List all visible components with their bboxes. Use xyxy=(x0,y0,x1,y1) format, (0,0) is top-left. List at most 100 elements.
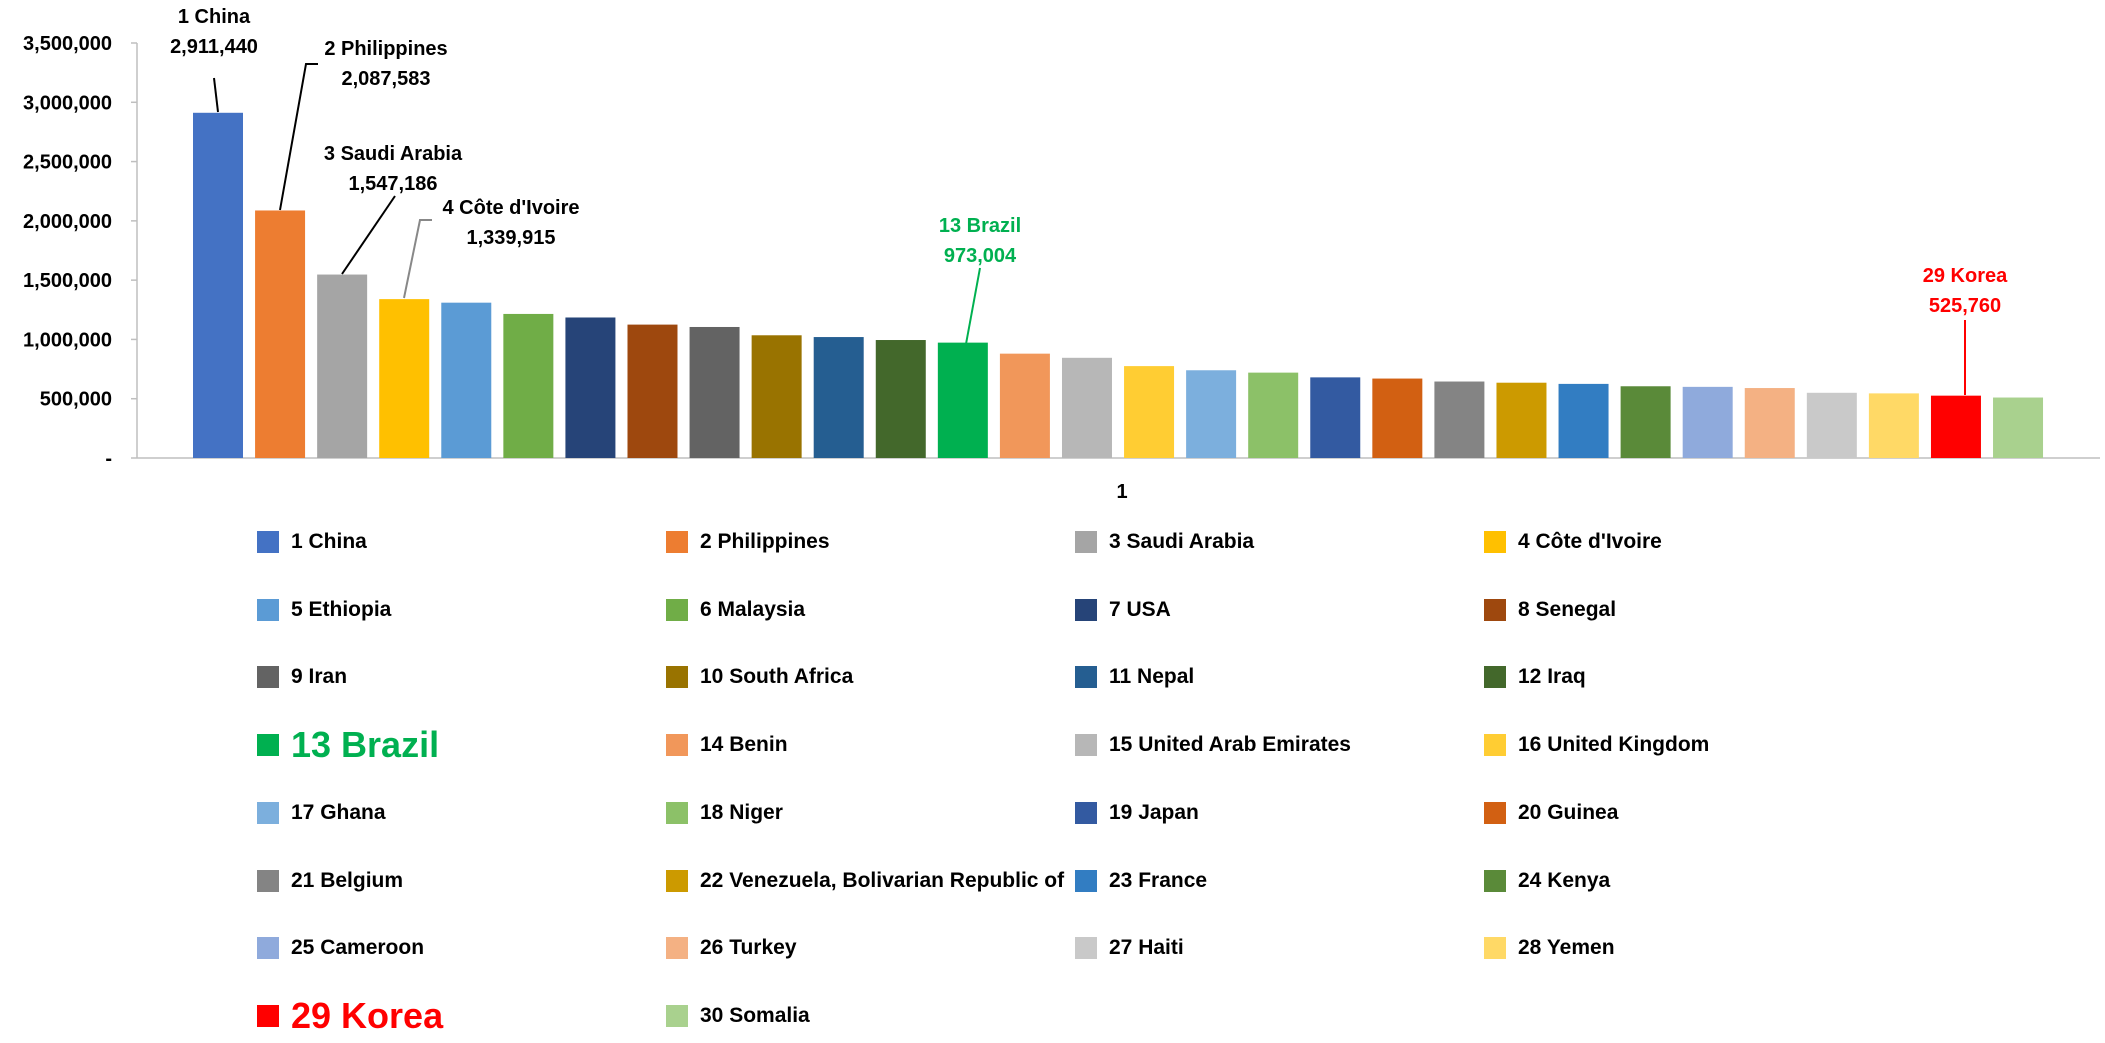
legend-swatch xyxy=(257,801,279,824)
bar xyxy=(1993,397,2044,458)
callout-name: 2 Philippines xyxy=(324,38,447,60)
legend-label: 27 Haiti xyxy=(1109,936,1184,960)
x-category-label: 1 xyxy=(1116,481,1127,503)
legend-item: 15 United Arab Emirates xyxy=(1075,733,1351,757)
y-tick-label: 2,500,000 xyxy=(23,152,112,174)
callout-name: 4 Côte d'Ivoire xyxy=(442,197,579,219)
legend-label: 25 Cameroon xyxy=(291,936,425,960)
legend-item: 28 Yemen xyxy=(1484,936,1615,960)
legend-swatch xyxy=(1484,598,1506,621)
y-tick-label: 2,000,000 xyxy=(23,211,112,233)
bar xyxy=(1310,377,1361,458)
legend-item: 10 South Africa xyxy=(666,665,853,689)
legend-swatch xyxy=(1075,937,1097,960)
legend-item: 7 USA xyxy=(1075,598,1171,622)
callout-value: 525,760 xyxy=(1929,295,2001,317)
legend-label: 3 Saudi Arabia xyxy=(1109,530,1255,553)
y-tick-label: 500,000 xyxy=(40,389,112,411)
legend-item: 30 Somalia xyxy=(666,1004,810,1028)
legend-label: 6 Malaysia xyxy=(700,597,806,621)
bar xyxy=(1434,381,1485,458)
legend-item: 4 Côte d'Ivoire xyxy=(1484,530,1662,554)
legend-swatch xyxy=(257,1004,279,1027)
legend-label: 8 Senegal xyxy=(1518,597,1617,621)
legend-item: 23 France xyxy=(1075,869,1207,893)
legend-label: 13 Brazil xyxy=(291,724,440,766)
bar xyxy=(1806,392,1857,458)
bar xyxy=(255,210,306,458)
callout-name: 13 Brazil xyxy=(939,215,1021,237)
legend-label: 7 USA xyxy=(1109,597,1171,621)
bar xyxy=(317,274,368,458)
legend-item: 9 Iran xyxy=(257,665,347,689)
legend-swatch xyxy=(1484,531,1506,553)
legend-label: 15 United Arab Emirates xyxy=(1109,733,1351,757)
bar xyxy=(937,342,988,458)
legend-item: 6 Malaysia xyxy=(666,598,805,622)
legend-swatch xyxy=(257,666,279,689)
bar xyxy=(1744,388,1795,458)
legend-label: 19 Japan xyxy=(1109,800,1199,824)
legend-swatch xyxy=(257,937,279,960)
legend-swatch xyxy=(666,666,688,689)
callout-leader-line xyxy=(403,219,432,299)
bar xyxy=(1868,393,1919,458)
legend-swatch xyxy=(666,869,688,892)
legend-item: 2 Philippines xyxy=(666,530,830,554)
bar xyxy=(1620,386,1671,458)
legend-swatch xyxy=(257,869,279,892)
legend-item: 1 China xyxy=(257,530,367,554)
legend-label: 12 Iraq xyxy=(1518,665,1586,689)
legend-swatch xyxy=(1484,801,1506,824)
bar xyxy=(1372,378,1423,458)
callout-name: 1 China xyxy=(178,6,251,28)
callout-leader-line xyxy=(279,63,318,211)
legend-item: 21 Belgium xyxy=(257,869,403,893)
legend-label: 18 Niger xyxy=(700,800,783,824)
bar xyxy=(1496,382,1547,458)
bar xyxy=(999,353,1050,458)
legend-item: 5 Ethiopia xyxy=(257,598,391,622)
legend-label: 16 United Kingdom xyxy=(1518,733,1710,757)
legend: 1 China 2 Philippines 3 Saudi Arabia 4 Côte… xyxy=(257,530,2097,1040)
legend-label: 11 Nepal xyxy=(1109,665,1195,689)
legend-swatch xyxy=(257,734,279,757)
legend-label: 14 Benin xyxy=(700,733,788,757)
callout-value: 1,339,915 xyxy=(467,227,556,249)
legend-item: 13 Brazil xyxy=(257,724,439,765)
legend-swatch xyxy=(666,801,688,824)
legend-label: 22 Venezuela, Bolivarian Republic of xyxy=(700,868,1065,892)
bar xyxy=(1248,372,1299,458)
legend-label: 9 Iran xyxy=(291,665,348,689)
y-axis: - 500,000 1,000,000 1,500,000 2,000,000 2,500… xyxy=(23,33,2100,470)
legend-swatch xyxy=(257,598,279,621)
legend-label: 24 Kenya xyxy=(1518,868,1611,892)
legend-label: 28 Yemen xyxy=(1518,936,1615,960)
legend-item: 14 Benin xyxy=(666,733,788,757)
bar xyxy=(379,299,430,458)
callout-leader-line xyxy=(965,267,981,345)
callout-value: 973,004 xyxy=(944,245,1017,267)
legend-label: 26 Turkey xyxy=(700,936,797,960)
legend-swatch xyxy=(1484,666,1506,689)
legend-item: 17 Ghana xyxy=(257,801,386,825)
legend-swatch xyxy=(1484,734,1506,757)
legend-item: 27 Haiti xyxy=(1075,936,1184,960)
bar xyxy=(441,302,492,458)
legend-swatch xyxy=(1075,734,1097,757)
legend-label: 2 Philippines xyxy=(700,530,830,553)
legend-swatch xyxy=(1075,869,1097,892)
legend-item: 25 Cameroon xyxy=(257,936,424,960)
callout-leader-line xyxy=(341,195,396,275)
legend-label: 10 South Africa xyxy=(700,665,854,689)
bar xyxy=(875,340,926,458)
callout-name: 3 Saudi Arabia xyxy=(324,143,463,165)
legend-swatch xyxy=(1075,598,1097,621)
y-tick-label: 3,500,000 xyxy=(23,33,112,55)
legend-item: 29 Korea xyxy=(257,995,443,1036)
legend-swatch xyxy=(666,598,688,621)
bar xyxy=(1558,383,1609,458)
legend-item: 26 Turkey xyxy=(666,936,797,960)
legend-item: 11 Nepal xyxy=(1075,665,1194,689)
bars xyxy=(193,112,2044,458)
